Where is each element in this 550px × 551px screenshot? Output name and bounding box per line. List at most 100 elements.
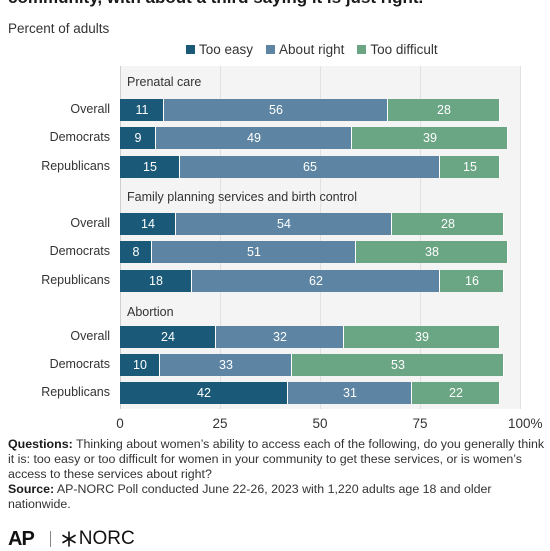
bar-segment-too-easy: [120, 270, 192, 292]
norc-star-icon: [61, 531, 76, 547]
bar-segment-too-easy: [120, 213, 176, 235]
bar-segment-about-right: [156, 127, 352, 149]
questions-text: Thinking about women’s ability to access…: [8, 437, 545, 481]
bar-segment-too-easy: [120, 382, 288, 404]
x-tick-label: 75: [412, 416, 428, 431]
data-label-too-easy: 24: [161, 330, 175, 344]
ap-logo: AP: [8, 527, 35, 550]
data-label-too-difficult: 16: [465, 274, 479, 288]
bar-segment-about-right: [160, 354, 292, 376]
data-label-about-right: 62: [309, 274, 323, 288]
footer-logos: AP NORC: [8, 527, 135, 551]
data-label-too-difficult: 39: [423, 131, 437, 145]
legend-label-about-right: About right: [279, 41, 345, 57]
legend: Too easy About right Too difficult: [186, 40, 451, 58]
bar-segment-too-easy: [120, 156, 180, 178]
group-title-abortion: Abortion: [127, 305, 174, 319]
data-label-about-right: 33: [219, 358, 233, 372]
data-label-too-easy: 15: [143, 160, 157, 174]
chart-subtitle: Percent of adults: [8, 21, 110, 36]
data-label-too-easy: 10: [133, 358, 147, 372]
legend-label-too-easy: Too easy: [199, 41, 254, 57]
bar-segment-about-right: [192, 270, 440, 292]
row-label-overall: Overall: [70, 102, 110, 116]
axis-baseline: [120, 66, 121, 409]
data-label-about-right: 32: [273, 330, 287, 344]
bar-segment-about-right: [164, 99, 388, 121]
data-label-too-easy: 14: [141, 217, 155, 231]
data-label-too-difficult: 53: [391, 358, 405, 372]
bar-segment-too-difficult: [352, 127, 508, 149]
data-label-too-easy: 42: [197, 386, 211, 400]
bar-segment-too-difficult: [440, 270, 504, 292]
questions-note: Questions: Thinking about women’s abilit…: [8, 437, 546, 482]
source-text: AP-NORC Poll conducted June 22-26, 2023 …: [8, 482, 492, 511]
gridline-50: [320, 66, 321, 409]
bar-segment-too-difficult: [344, 326, 500, 348]
data-label-too-difficult: 28: [437, 103, 451, 117]
bar-segment-too-easy: [120, 326, 216, 348]
bar-segment-too-easy: [120, 241, 152, 263]
row-label-republicans: Republicans: [41, 273, 110, 287]
gridline-75: [420, 66, 421, 409]
row-label-democrats: Democrats: [49, 357, 110, 371]
bar-segment-about-right: [288, 382, 412, 404]
x-tick-label: 100%: [508, 416, 543, 431]
bar-segment-about-right: [176, 213, 392, 235]
bar-segment-about-right: [216, 326, 344, 348]
legend-swatch-too-difficult: [357, 44, 367, 54]
x-tick-label: 0: [116, 416, 124, 431]
data-label-too-easy: 9: [134, 131, 142, 145]
bar-segment-too-easy: [120, 99, 164, 121]
norc-logo-text: NORC: [78, 528, 135, 549]
questions-label: Questions:: [8, 437, 73, 451]
source-note: Source: AP-NORC Poll conducted June 22-2…: [8, 482, 546, 512]
bar-segment-too-difficult: [392, 213, 504, 235]
data-label-about-right: 51: [247, 245, 261, 259]
bar-segment-too-easy: [120, 127, 156, 149]
gridline-100: [520, 66, 521, 409]
legend-item-too-easy: Too easy: [186, 42, 253, 57]
norc-logo: NORC: [61, 528, 135, 550]
legend-label-too-difficult: Too difficult: [370, 41, 438, 57]
data-label-too-difficult: 22: [449, 386, 463, 400]
row-label-democrats: Democrats: [49, 130, 110, 144]
row-label-overall: Overall: [70, 216, 110, 230]
data-label-too-easy: 11: [135, 103, 149, 117]
source-label: Source:: [8, 482, 55, 496]
bar-segment-too-difficult: [292, 354, 504, 376]
group-title-family-planning-services-and-birth-control: Family planning services and birth contr…: [127, 190, 357, 204]
data-label-about-right: 31: [343, 386, 357, 400]
bar-segment-too-difficult: [388, 99, 500, 121]
row-label-overall: Overall: [70, 329, 110, 343]
logo-divider: [49, 531, 51, 547]
legend-item-about-right: About right: [266, 42, 344, 57]
legend-item-too-difficult: Too difficult: [357, 41, 438, 57]
data-label-about-right: 56: [269, 103, 283, 117]
x-tick-label: 25: [212, 416, 228, 431]
row-label-republicans: Republicans: [41, 159, 110, 173]
chart-title: community, with about a third saying it …: [8, 0, 548, 8]
bar-segment-too-difficult: [412, 382, 500, 404]
group-title-prenatal-care: Prenatal care: [127, 75, 202, 89]
bar-segment-too-difficult: [440, 156, 500, 178]
notes: Questions: Thinking about women’s abilit…: [8, 437, 546, 512]
row-label-democrats: Democrats: [49, 244, 110, 258]
data-label-too-difficult: 38: [425, 245, 439, 259]
data-label-about-right: 54: [277, 217, 291, 231]
data-label-about-right: 65: [303, 160, 317, 174]
legend-swatch-about-right: [266, 44, 276, 54]
data-label-about-right: 49: [247, 131, 261, 145]
data-label-too-easy: 8: [132, 245, 140, 259]
data-label-too-difficult: 39: [415, 330, 429, 344]
x-tick-label: 50: [312, 416, 328, 431]
data-label-too-difficult: 28: [441, 217, 455, 231]
legend-swatch-too-easy: [186, 44, 195, 54]
bar-segment-too-easy: [120, 354, 160, 376]
bar-segment-about-right: [180, 156, 440, 178]
row-label-republicans: Republicans: [41, 385, 110, 399]
bar-segment-about-right: [152, 241, 356, 263]
gridline-25: [220, 66, 221, 409]
data-label-too-difficult: 15: [463, 160, 477, 174]
data-label-too-easy: 18: [149, 274, 163, 288]
